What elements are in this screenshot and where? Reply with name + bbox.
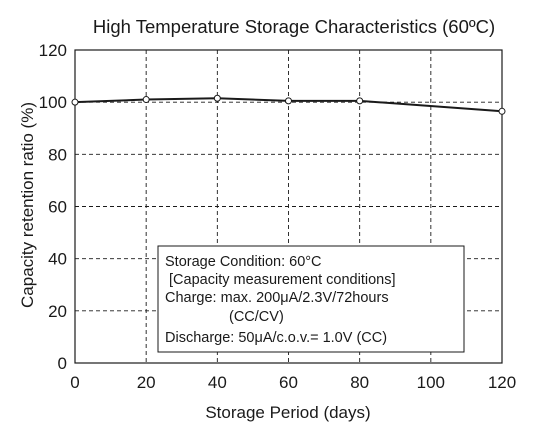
data-point: [498, 107, 506, 115]
y-tick-label: 40: [48, 250, 67, 269]
plot-frame: [74, 49, 503, 364]
x-tick-label: 120: [488, 373, 516, 392]
series-line: [74, 97, 503, 113]
series: [71, 94, 506, 115]
y-axis-label: Capacity retention ratio (%): [18, 102, 37, 308]
x-tick-label: 60: [279, 373, 298, 392]
annotation-line-measurement: [Capacity measurement conditions]: [165, 272, 396, 288]
x-tick-label: 0: [70, 373, 79, 392]
annotation-frame: [157, 245, 465, 353]
data-point: [356, 97, 364, 105]
y-tick-label: 100: [39, 93, 67, 112]
chart-title: High Temperature Storage Characteristics…: [93, 16, 495, 37]
data-point: [142, 96, 150, 104]
y-tick-label: 120: [39, 41, 67, 60]
data-point: [285, 97, 292, 105]
data-point: [213, 94, 221, 102]
x-tick-label: 100: [417, 373, 445, 392]
annotation-line-discharge: Discharge: 50μA/c.o.v.= 1.0V (CC): [165, 330, 387, 346]
x-tick-label: 40: [208, 373, 227, 392]
x-tick-label: 80: [350, 373, 369, 392]
y-tick-label: 0: [58, 354, 67, 373]
y-tick-label: 80: [48, 145, 67, 164]
annotation-box: Storage Condition: 60°C [Capacity measur…: [157, 245, 465, 353]
annotation-line-charge: Charge: max. 200μA/2.3V/72hours: [165, 290, 389, 306]
data-point: [71, 98, 79, 106]
x-tick-labels: 0 20 40 60 80 100 120: [70, 373, 516, 392]
annotation-line-charge-mode: (CC/CV): [229, 309, 284, 325]
y-tick-label: 60: [48, 198, 67, 217]
y-tick-labels: 0 20 40 60 80 100 120: [39, 41, 67, 373]
annotation-line-storage: Storage Condition: 60°C: [165, 254, 322, 270]
x-tick-label: 20: [137, 373, 156, 392]
y-tick-label: 20: [48, 302, 67, 321]
x-axis-label: Storage Period (days): [205, 403, 370, 422]
